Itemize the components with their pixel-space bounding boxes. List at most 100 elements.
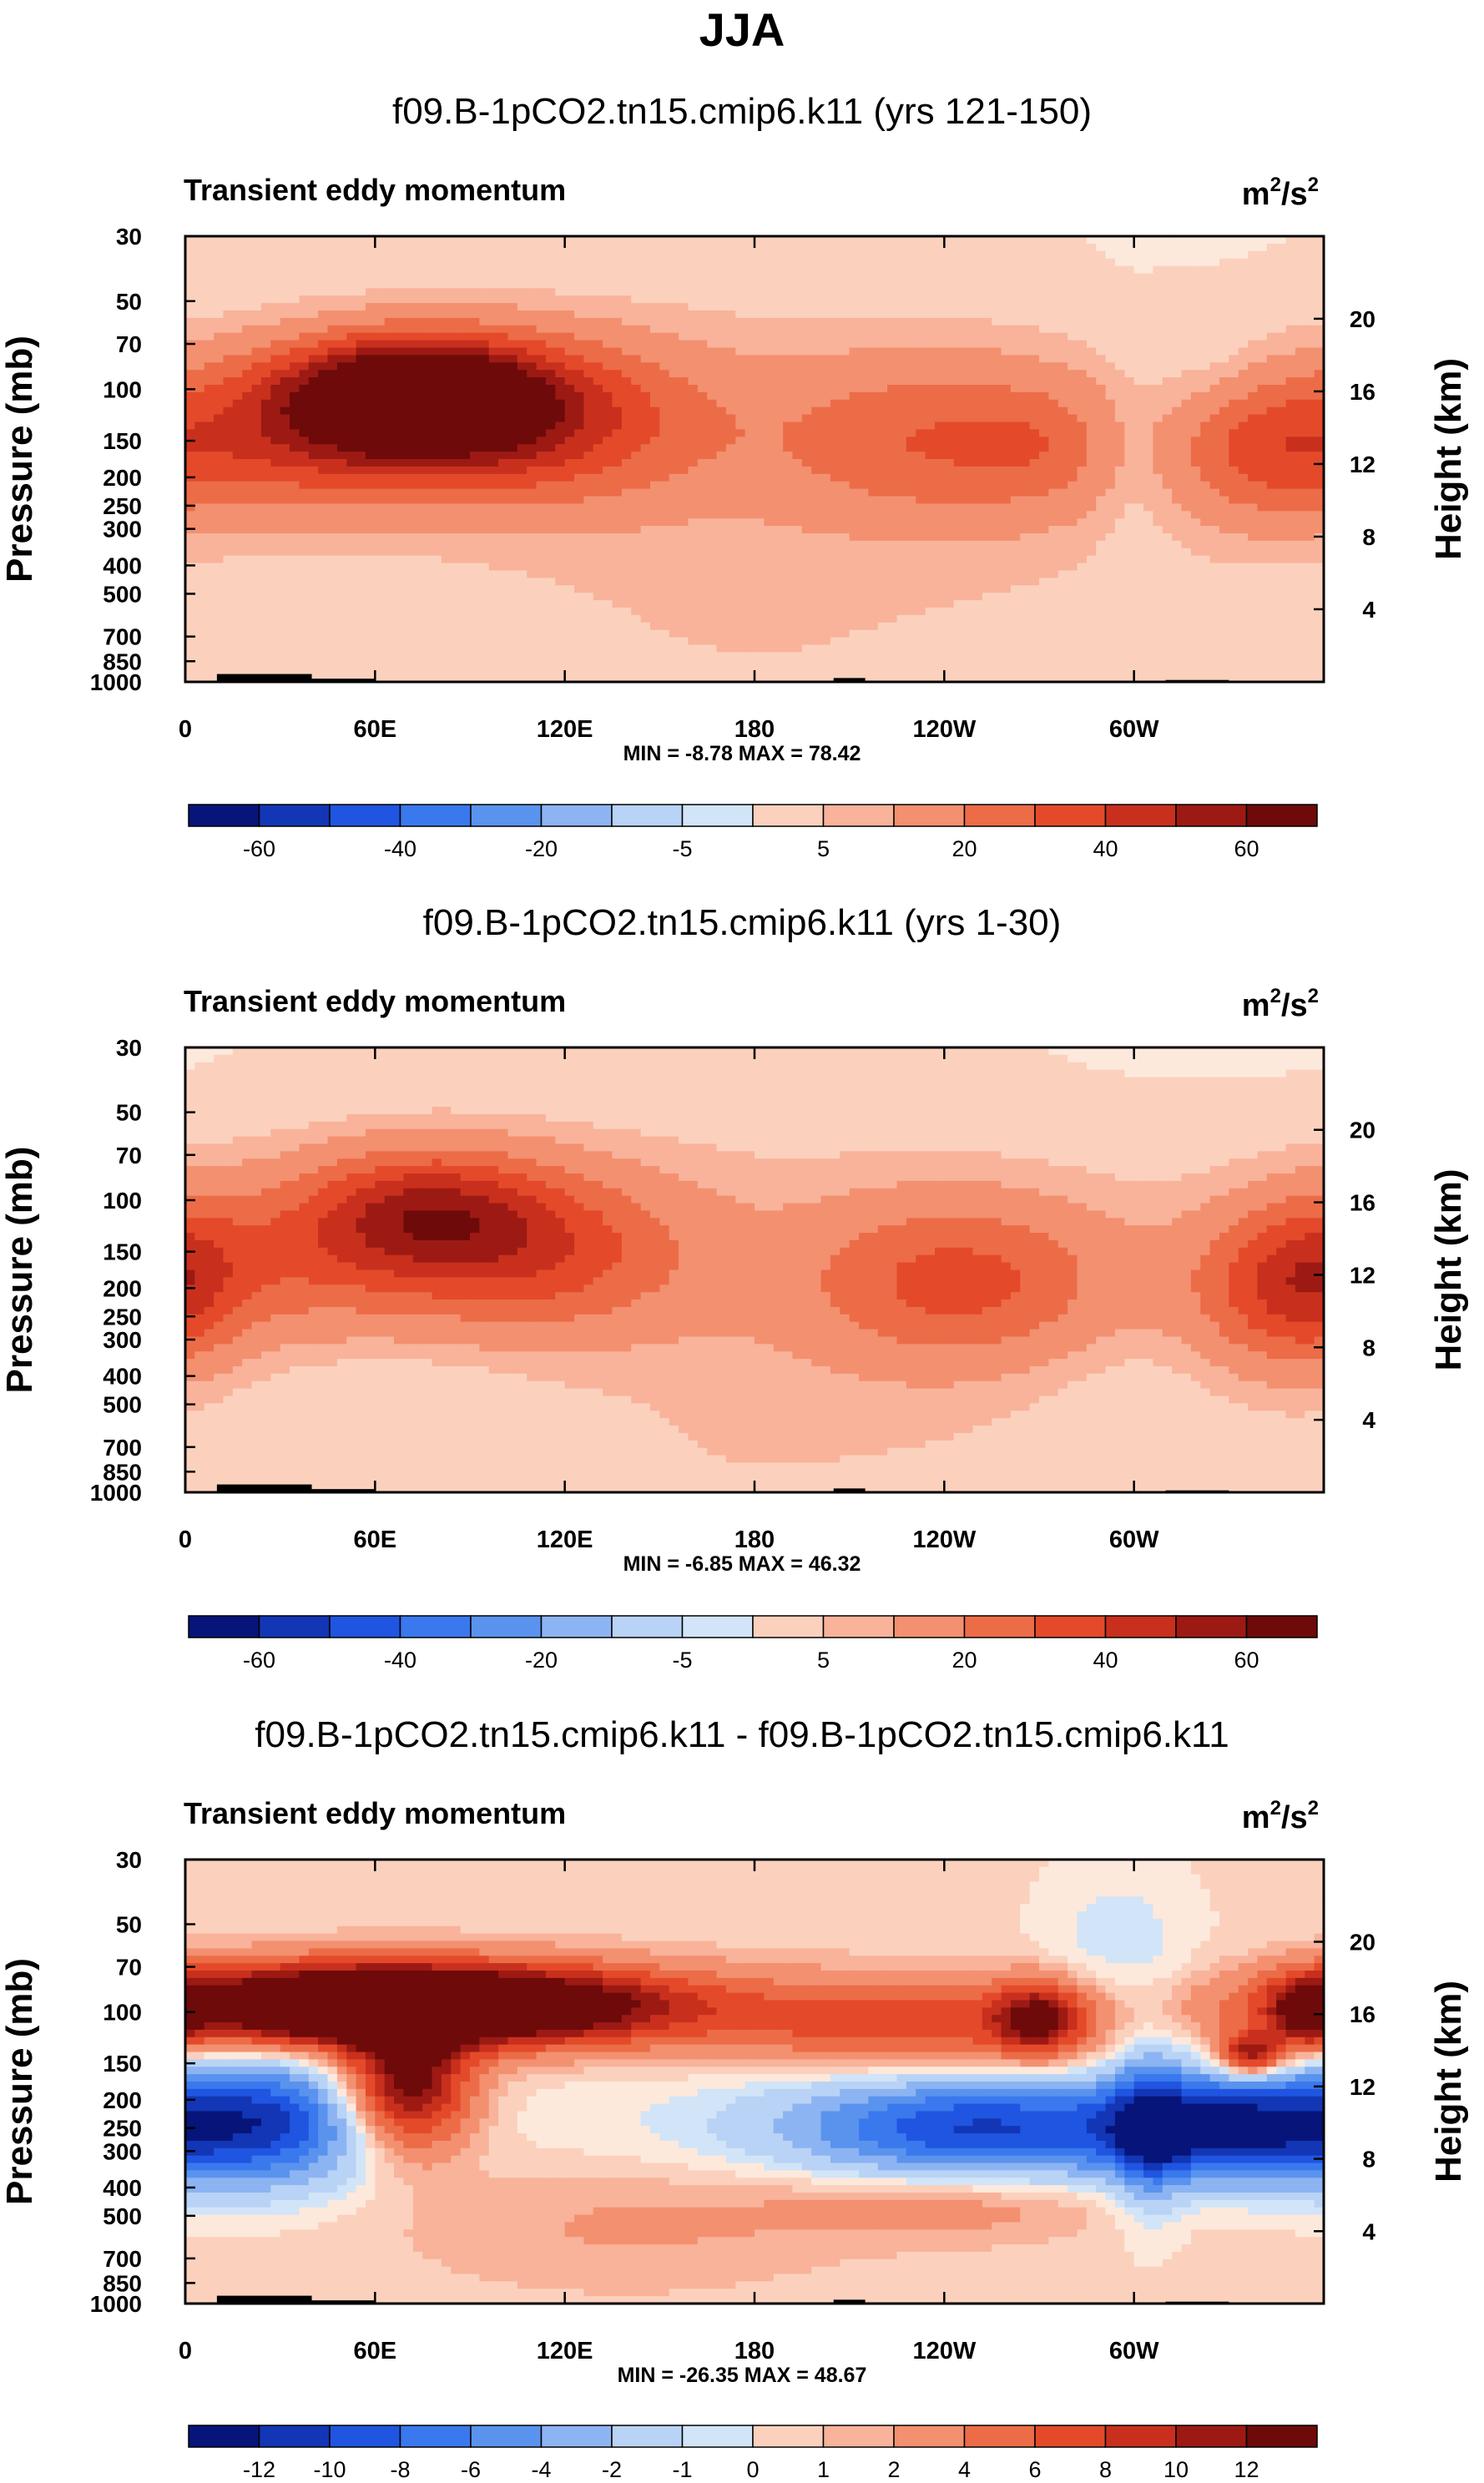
field-cell: [356, 348, 366, 356]
field-cell: [583, 259, 593, 267]
field-cell: [1229, 259, 1239, 267]
field-cell: [442, 385, 452, 393]
field-cell: [802, 362, 812, 371]
field-cell: [679, 348, 689, 356]
field-cell: [1115, 303, 1125, 311]
field-cell: [992, 326, 1002, 334]
field-cell: [1200, 392, 1210, 401]
field-cell: [982, 310, 992, 319]
field-cell: [507, 362, 517, 371]
field-cell: [527, 326, 537, 334]
field-cell: [688, 362, 698, 371]
field-cell: [1200, 310, 1210, 319]
field-cell: [792, 348, 802, 356]
field-cell: [1077, 251, 1087, 260]
field-cell: [906, 392, 916, 401]
field-cell: [1115, 407, 1125, 416]
field-cell: [1210, 429, 1220, 437]
field-cell: [650, 251, 660, 260]
field-cell: [328, 288, 338, 296]
field-cell: [1163, 348, 1173, 356]
field-cell: [593, 385, 603, 393]
field-cell: [830, 318, 840, 326]
field-cell: [527, 407, 537, 416]
field-cell: [944, 362, 954, 371]
field-cell: [992, 251, 1002, 260]
field-cell: [1115, 326, 1125, 334]
field-cell: [280, 251, 290, 260]
field-cell: [537, 318, 547, 326]
field-cell: [935, 415, 945, 423]
field-cell: [356, 407, 366, 416]
field-cell: [1058, 259, 1068, 267]
field-cell: [868, 244, 878, 252]
field-cell: [774, 326, 784, 334]
field-cell: [1077, 326, 1087, 334]
field-cell: [726, 355, 736, 363]
field-cell: [1295, 385, 1305, 393]
field-cell: [1191, 251, 1201, 260]
field-cell: [821, 377, 831, 386]
field-cell: [403, 244, 413, 252]
field-cell: [1115, 400, 1125, 408]
field-cell: [735, 288, 745, 296]
field-cell: [299, 259, 309, 267]
field-cell: [688, 407, 698, 416]
field-cell: [963, 385, 973, 393]
field-cell: [1020, 244, 1030, 252]
field-cell: [309, 274, 319, 282]
field-cell: [204, 392, 215, 401]
field-cell: [1058, 333, 1068, 341]
field-cell: [916, 370, 926, 378]
field-cell: [318, 348, 328, 356]
field-cell: [1077, 318, 1087, 326]
field-cell: [574, 259, 584, 267]
field-cell: [717, 310, 727, 319]
field-cell: [290, 310, 300, 319]
field-cell: [1124, 362, 1134, 371]
field-cell: [603, 310, 613, 319]
field-cell: [422, 385, 432, 393]
field-cell: [1239, 295, 1249, 304]
field-cell: [1020, 266, 1030, 275]
field-cell: [1115, 259, 1125, 267]
field-cell: [527, 370, 537, 378]
field-cell: [859, 303, 869, 311]
field-cell: [1239, 370, 1249, 378]
field-cell: [1124, 422, 1134, 431]
field-cell: [850, 362, 860, 371]
field-cell: [366, 437, 376, 445]
field-cell: [1219, 370, 1229, 378]
field-cell: [631, 437, 641, 445]
field-cell: [1257, 259, 1267, 267]
field-cell: [650, 429, 660, 437]
field-cell: [1002, 407, 1012, 416]
field-cell: [1305, 266, 1315, 275]
field-cell: [659, 370, 669, 378]
field-cell: [583, 437, 593, 445]
field-cell: [878, 266, 888, 275]
field-cell: [422, 429, 432, 437]
field-cell: [461, 303, 471, 311]
field-cell: [1191, 362, 1201, 371]
field-cell: [555, 392, 565, 401]
field-cell: [252, 266, 262, 275]
field-cell: [527, 259, 537, 267]
field-cell: [926, 370, 936, 378]
field-cell: [735, 355, 745, 363]
field-cell: [422, 400, 432, 408]
field-cell: [659, 429, 669, 437]
field-cell: [850, 341, 860, 349]
field-cell: [613, 333, 623, 341]
field-cell: [546, 280, 556, 289]
field-cell: [375, 318, 385, 326]
field-cell: [442, 333, 452, 341]
field-cell: [1248, 348, 1258, 356]
field-cell: [527, 385, 537, 393]
field-cell: [546, 244, 556, 252]
field-cell: [944, 341, 954, 349]
field-cell: [1134, 429, 1144, 437]
field-cell: [280, 333, 290, 341]
field-cell: [792, 415, 802, 423]
field-cell: [593, 341, 603, 349]
